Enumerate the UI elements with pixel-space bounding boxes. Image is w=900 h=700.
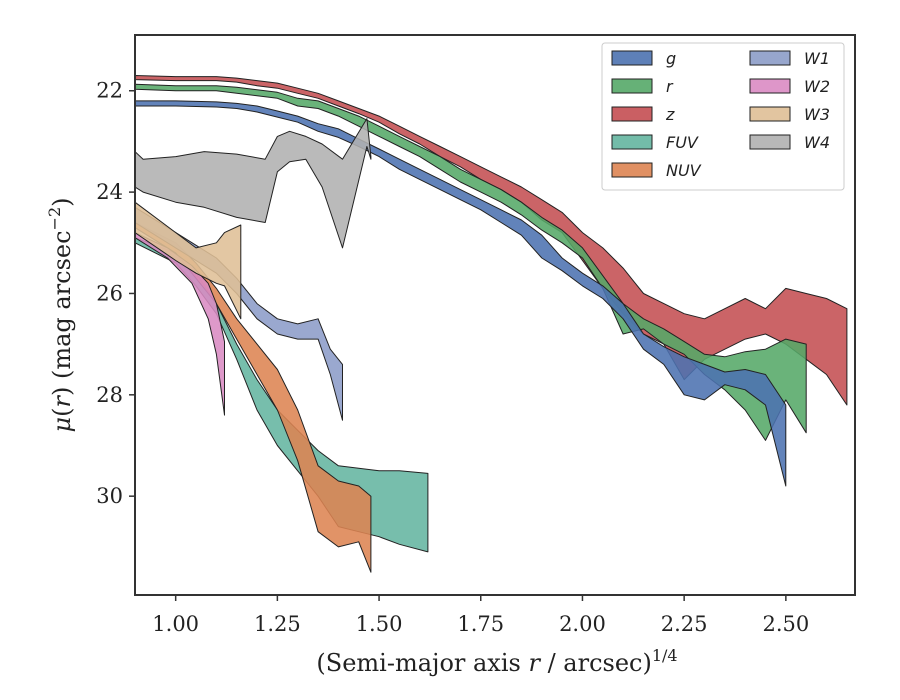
x-tick-label: 2.00 [559, 612, 606, 636]
legend-label-fuv: FUV [666, 133, 699, 152]
profile-bands [135, 75, 848, 573]
y-axis-ticks: 22 24 26 28 30 [96, 79, 135, 508]
legend-swatch-w1 [749, 50, 791, 66]
y-tick-label: 26 [96, 281, 123, 305]
legend-swatch-z [611, 106, 653, 122]
legend-label-w4: W4 [804, 133, 830, 152]
x-tick-label: 1.50 [356, 612, 403, 636]
y-axis-title: μ(r) (mag arcsec−2) [45, 197, 76, 432]
x-tick-label: 2.50 [762, 612, 809, 636]
y-tick-label: 30 [96, 484, 123, 508]
legend-swatch-fuv [611, 134, 653, 150]
plot-frame [134, 34, 856, 596]
x-axis-ticks: 1.00 1.25 1.50 1.75 2.00 2.25 2.50 [152, 595, 809, 636]
legend-swatch-w4 [749, 134, 791, 150]
legend-label-nuv: NUV [666, 161, 702, 180]
band-r [135, 83, 807, 441]
band-fuv [135, 237, 429, 553]
x-axis-title: (Semi-major axis r / arcsec)1/4 [316, 646, 677, 677]
legend: grz FUV NUV W1 W2 W3 W4 [601, 42, 845, 191]
legend-swatch-w3 [749, 106, 791, 122]
band-z [135, 75, 848, 406]
y-tick-label: 22 [96, 79, 123, 103]
x-tick-label: 1.75 [457, 612, 504, 636]
legend-label-z: z [665, 105, 675, 124]
legend-swatch-nuv [611, 162, 653, 178]
x-tick-label: 1.25 [254, 612, 301, 636]
legend-label-w2: W2 [804, 77, 830, 96]
legend-label-w1: W1 [804, 49, 830, 68]
legend-swatch-g [611, 50, 653, 66]
legend-label-w3: W3 [804, 105, 830, 124]
x-tick-label: 2.25 [661, 612, 708, 636]
legend-label-r: r [666, 77, 674, 96]
band-w4 [135, 118, 372, 249]
legend-swatch-r [611, 78, 653, 94]
x-tick-label: 1.00 [152, 612, 199, 636]
legend-swatch-w2 [749, 78, 791, 94]
legend-label-g: g [666, 49, 676, 68]
band-w3 [135, 201, 242, 320]
y-tick-label: 28 [96, 383, 123, 407]
y-tick-label: 24 [96, 180, 123, 204]
